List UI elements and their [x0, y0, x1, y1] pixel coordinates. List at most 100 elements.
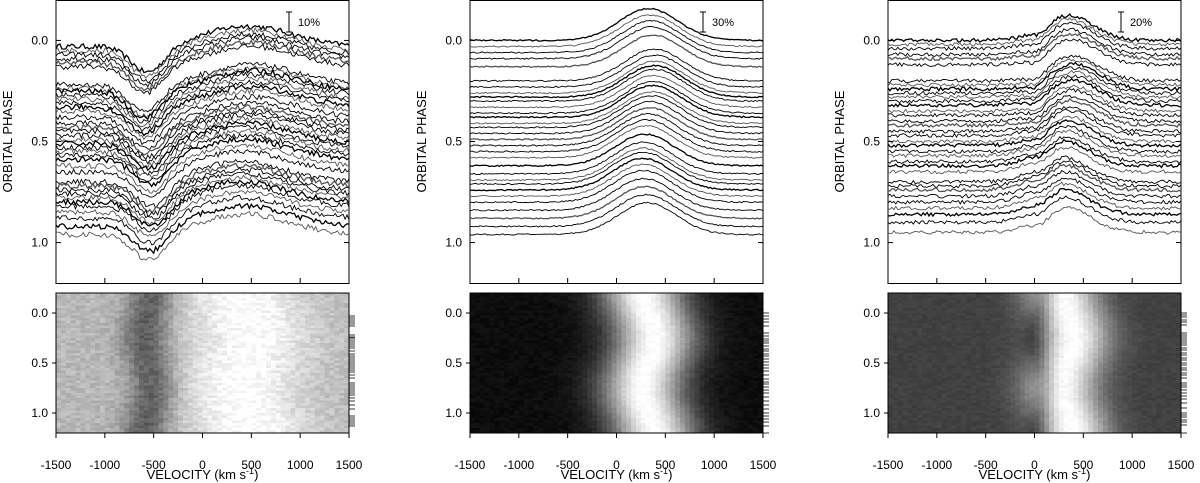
heatmap-cell — [202, 368, 208, 371]
heatmap-cell — [114, 383, 120, 386]
heatmap-cell — [246, 388, 252, 391]
heatmap-cell — [241, 310, 247, 314]
heatmap-cell — [56, 345, 62, 349]
heatmap-cell — [158, 408, 164, 411]
heatmap-cell — [134, 380, 140, 384]
heatmap-cell — [489, 328, 495, 331]
heatmap-cell — [334, 395, 340, 399]
heatmap-cell — [509, 310, 515, 314]
heatmap-cell — [192, 375, 199, 379]
heatmap-cell — [562, 310, 569, 314]
heatmap-cell — [265, 383, 272, 386]
heatmap-cell — [80, 325, 86, 329]
heatmap-cell — [217, 430, 223, 434]
heatmap-cell — [178, 338, 184, 341]
heatmap-cell — [592, 310, 598, 314]
heatmap-cell — [743, 298, 749, 301]
heatmap-cell — [182, 370, 189, 374]
heatmap-cell — [192, 415, 199, 419]
heatmap-cell — [344, 430, 350, 434]
heatmap-cell — [499, 308, 505, 311]
heatmap-cell — [738, 313, 744, 316]
heatmap-cell — [601, 343, 608, 346]
heatmap-cell — [324, 388, 330, 391]
heatmap-cell — [474, 308, 481, 311]
heatmap-cell — [104, 415, 111, 419]
heatmap-cell — [640, 318, 647, 321]
heatmap-cell — [114, 393, 120, 396]
bottom-ytick-label: 1.0 — [31, 406, 48, 420]
heatmap-cell — [95, 363, 101, 366]
heatmap-cell — [60, 398, 67, 401]
heatmap-cell — [65, 388, 72, 391]
heatmap-cell — [114, 313, 120, 316]
heatmap-cell — [119, 385, 125, 389]
heatmap-cell — [231, 313, 238, 316]
heatmap-cell — [329, 425, 335, 429]
heatmap-cell — [202, 360, 208, 364]
heatmap-cell — [504, 313, 510, 316]
heatmap-cell — [256, 423, 262, 426]
heatmap-cell — [285, 328, 291, 331]
heatmap-cell — [217, 353, 223, 356]
heatmap-cell — [222, 350, 228, 354]
heatmap-cell — [295, 360, 301, 364]
heatmap-cell — [319, 298, 325, 301]
heatmap-cell — [197, 360, 203, 364]
heatmap-cell — [153, 323, 159, 326]
heatmap-cell — [178, 410, 184, 414]
heatmap-cell — [270, 363, 277, 366]
heatmap-cell — [743, 308, 749, 311]
heatmap-cell — [334, 393, 340, 396]
spectrum-line — [470, 193, 763, 228]
heatmap-cell — [714, 323, 720, 326]
heatmap-cell — [178, 293, 184, 296]
heatmap-cell — [168, 425, 174, 429]
heatmap-cell — [694, 338, 700, 341]
heatmap-cell — [548, 328, 554, 331]
heatmap-cell — [513, 353, 520, 356]
heatmap-cell — [601, 305, 608, 309]
heatmap-cell — [645, 338, 652, 341]
heatmap-cell — [217, 380, 223, 384]
heatmap-cell — [134, 408, 140, 411]
heatmap-cell — [187, 300, 194, 304]
heatmap-cell — [187, 320, 194, 324]
heatmap-cell — [300, 348, 306, 351]
heatmap-cell — [694, 305, 700, 309]
heatmap-cell — [509, 338, 515, 341]
heatmap-cell — [265, 415, 272, 419]
heatmap-cell — [226, 403, 233, 406]
heatmap-cell — [300, 343, 306, 346]
heatmap-cell — [314, 393, 321, 396]
heatmap-cell — [533, 325, 539, 329]
heatmap-cell — [640, 293, 647, 296]
heatmap-cell — [334, 305, 340, 309]
heatmap-cell — [758, 330, 764, 334]
heatmap-cell — [60, 310, 67, 314]
heatmap-cell — [143, 363, 150, 366]
heatmap-cell — [596, 300, 603, 304]
heatmap-cell — [280, 408, 286, 411]
heatmap-cell — [611, 313, 617, 316]
heatmap-cell — [104, 295, 111, 299]
heatmap-cell — [699, 298, 705, 301]
heatmap-cell — [280, 423, 286, 426]
heatmap-cell — [65, 398, 72, 401]
heatmap-cell — [679, 313, 686, 316]
heatmap-cell — [636, 330, 642, 334]
heatmap-cell — [743, 323, 749, 326]
heatmap-cell — [329, 360, 335, 364]
heatmap-cell — [484, 328, 490, 331]
heatmap-cell — [567, 320, 573, 324]
heatmap-cell — [217, 365, 223, 369]
heatmap-cell — [557, 308, 564, 311]
heatmap-cell — [309, 305, 316, 309]
heatmap-cell — [90, 360, 96, 364]
heatmap-cell — [709, 318, 715, 321]
heatmap-cell — [309, 373, 316, 376]
heatmap-cell — [187, 335, 194, 339]
heatmap-cell — [319, 430, 325, 434]
heatmap-cell — [719, 308, 725, 311]
heatmap-cell — [217, 320, 223, 324]
